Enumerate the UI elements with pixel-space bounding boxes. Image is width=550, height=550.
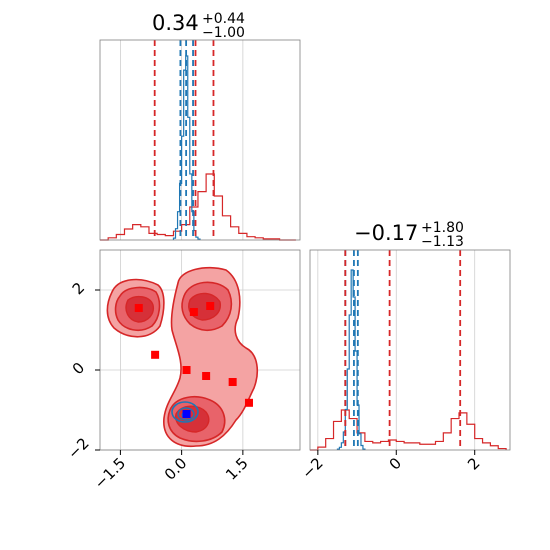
x-marginal-histogram: 0.34 +0.44 −1.00: [99, 11, 301, 241]
red-marker: [134, 304, 143, 312]
y-marginal-x-tick-label: 2: [464, 454, 483, 473]
red-histogram: [100, 173, 296, 241]
red-contour-inner: [188, 292, 221, 321]
y-marginal-x-tick-label: −2: [298, 454, 326, 482]
red-marker: [202, 372, 211, 380]
x-title-plus: +0.44: [202, 11, 245, 27]
red-marker: [244, 398, 253, 407]
joint-y-tick-label: 2: [69, 279, 88, 298]
x-title-minus: −1.00: [202, 25, 245, 41]
joint-contour-plot: −1.5 0.0 1.5 2 0 −2: [64, 249, 301, 493]
red-marker: [228, 378, 237, 386]
red-marker: [182, 366, 191, 374]
y-marginal-histogram: −0.17 +1.80 −1.13 −2 0 2: [298, 220, 511, 482]
x-title-value: 0.34: [152, 11, 199, 35]
y-title-minus: −1.13: [421, 234, 464, 250]
blue-contour-ring: [177, 407, 195, 421]
joint-y-tick-label: 0: [69, 359, 88, 378]
x-marginal-frame: [99, 39, 301, 241]
red-histogram: [310, 409, 507, 451]
joint-frame: [99, 249, 301, 451]
y-title-value: −0.17: [354, 221, 418, 245]
red-marker: [206, 302, 215, 310]
red-marker: [189, 308, 198, 316]
blue-contour-ring: [171, 401, 199, 423]
y-title-plus: +1.80: [421, 220, 464, 236]
blue-histogram: [336, 269, 366, 450]
joint-x-tick-label: 0.0: [161, 454, 191, 484]
joint-x-tick-label: 1.5: [222, 454, 252, 484]
joint-y-tick-label: −2: [64, 434, 92, 462]
blue-marker: [182, 410, 191, 418]
y-marginal-frame: [309, 249, 511, 451]
red-marker: [151, 350, 160, 359]
joint-x-tick-label: −1.5: [91, 454, 129, 492]
y-marginal-x-tick-label: 0: [386, 454, 405, 473]
